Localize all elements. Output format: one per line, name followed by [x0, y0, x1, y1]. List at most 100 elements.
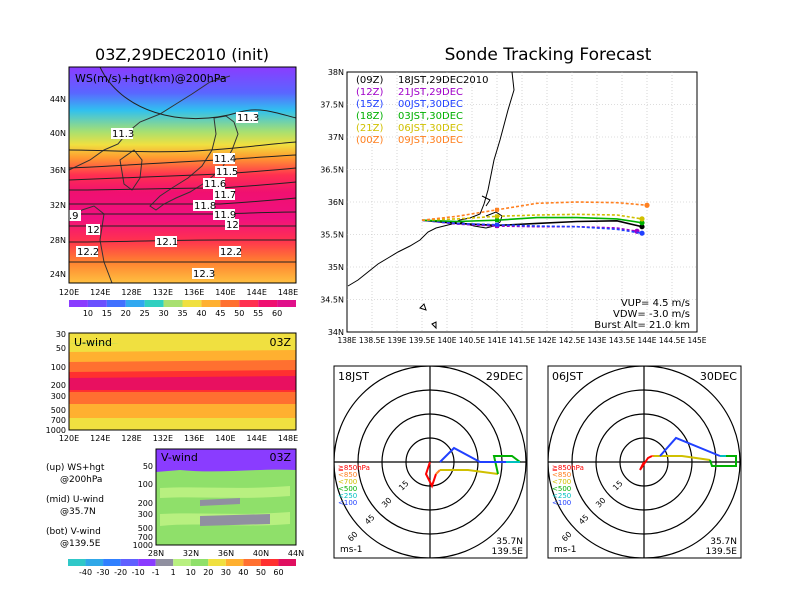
lat-tick-label: 32N	[183, 549, 199, 558]
wind-colorbar: -40 -30 -20 -10 -1 1 10 20 30 40 50 60	[68, 559, 296, 577]
uwind-frame	[68, 332, 297, 431]
contour-label: 11.7	[214, 190, 236, 201]
hodo-legend-label: <100	[552, 499, 571, 507]
ws-map-panel: 11.3 11.3 11.4 11.5 11.6 11.7 11.8 11.9 …	[50, 66, 298, 297]
pressure-tick-label: 50	[56, 344, 66, 353]
lat-tick-label: 35.5N	[320, 231, 344, 240]
hodo-legend-label: ≧850hPa	[338, 464, 370, 472]
colorbar-label: 20	[121, 309, 131, 318]
hodo-legend-label: <700	[338, 478, 357, 486]
legend-jst-label: 06JST,30DEC	[398, 123, 463, 134]
colorbar-label: 50	[234, 309, 244, 318]
hodo-legend-label: <500	[338, 485, 357, 493]
lat-tick-label: 36N	[328, 198, 344, 207]
map-lat-ticks: 44N 40N 36N 32N 28N 24N	[50, 95, 66, 279]
colorbar-label: 40	[196, 309, 206, 318]
colorbar-label: 30	[158, 309, 168, 318]
ws-map-label: WS(m/s)+hgt(km)@200hPa	[75, 72, 227, 85]
contour-label: 12.2	[77, 247, 99, 258]
lon-tick-label: 143.5E	[609, 336, 635, 345]
lon-tick-label: 138E	[337, 336, 356, 345]
pressure-tick-label: 30	[56, 330, 66, 339]
hodo-legend-label: <850	[338, 471, 357, 479]
contour-label: .9	[69, 211, 79, 222]
hodo-left-units: ms-1	[340, 545, 362, 555]
lon-tick-label: 144.5E	[659, 336, 685, 345]
colorbar-cell	[220, 300, 240, 307]
map-lon-ticks: 120E 124E 128E 132E 136E 140E 144E 148E	[59, 288, 298, 297]
colorbar-cell	[278, 559, 296, 566]
colorbar-cell	[277, 300, 296, 307]
lat-tick-label: 40N	[253, 549, 269, 558]
pressure-tick-label: 200	[138, 499, 153, 508]
colorbar-cell	[190, 559, 209, 566]
pressure-tick-label: 500	[138, 524, 153, 533]
note-up-line1: (up) WS+hgt	[46, 463, 105, 473]
right-title: Sonde Tracking Forecast	[445, 45, 652, 65]
lat-tick-label: 36N	[218, 549, 234, 558]
pressure-tick-label: 700	[51, 416, 66, 425]
contour-label: 12.3	[193, 269, 215, 280]
colorbar-label: 1	[171, 568, 176, 577]
lat-tick-label: 32N	[50, 201, 66, 210]
lon-tick-label: 124E	[90, 288, 110, 297]
colorbar-cell	[68, 559, 86, 566]
lon-tick-label: 140E	[215, 434, 235, 443]
colorbar-label: 15	[102, 309, 112, 318]
hodograph-left: 15 30 45 60 18JST 29DEC ms-1 35.7N 139.5…	[333, 365, 528, 559]
track-series-line	[421, 216, 643, 224]
hodo-right-lon: 139.5E	[706, 547, 738, 557]
lat-tick-label: 34.5N	[320, 296, 344, 305]
lon-tick-label: 148E	[278, 434, 298, 443]
contour-label: 11.8	[194, 201, 216, 212]
track-end-point	[639, 224, 645, 230]
contour-label: 11.5	[216, 167, 238, 178]
tracking-panel: 38N 37.5N 37N 36.5N 36N 35.5N 35N 34.5N 34N 138E…	[320, 68, 707, 345]
track-series-line	[421, 201, 648, 221]
lon-tick-label: 141.5E	[509, 336, 535, 345]
hodo-legend-label: ≧850hPa	[552, 464, 584, 472]
colorbar-cell	[138, 559, 156, 566]
colorbar-cell	[87, 300, 107, 307]
hodo-right-lat: 35.7N	[710, 537, 737, 547]
burst-text: Burst Alt= 21.0 km	[594, 320, 690, 331]
hodo-legend-label: <250	[338, 492, 357, 500]
colorbar-label: 30	[221, 568, 231, 577]
lon-tick-label: 140E	[215, 288, 235, 297]
hodo-right-date: 30DEC	[700, 370, 737, 383]
track-end-point	[644, 202, 650, 208]
lat-tick-label: 40N	[50, 129, 66, 138]
pressure-tick-label: 1000	[133, 541, 153, 550]
left-title: 03Z,29DEC2010 (init)	[95, 45, 269, 64]
hodo-legend-label: <500	[552, 485, 571, 493]
colorbar-cell	[85, 559, 104, 566]
note-bot-line2: @139.5E	[60, 539, 101, 549]
track-series-line	[421, 219, 643, 234]
colorbar-cell	[120, 559, 139, 566]
legend-notes: (up) WS+hgt @200hPa (mid) U-wind @35.7N …	[46, 463, 105, 549]
lat-tick-label: 35N	[328, 263, 344, 272]
legend-z-label: (00Z)	[356, 135, 383, 146]
hodo-left-time: 18JST	[338, 370, 369, 383]
colorbar-cell	[144, 300, 164, 307]
contour-label: 11.6	[204, 179, 226, 190]
lon-tick-label: 128E	[121, 288, 141, 297]
contour-label: 12.2	[220, 247, 242, 258]
lon-tick-label: 145E	[687, 336, 706, 345]
colorbar-label: -30	[97, 568, 110, 577]
contour-label-group: 11.3 11.3 11.4 11.5 11.6 11.7 11.8 11.9 …	[69, 112, 259, 280]
contour-label: 11.3	[237, 113, 259, 124]
colorbar-cell	[239, 300, 259, 307]
hodo-legend-label: <250	[552, 492, 571, 500]
vwind-frame	[155, 448, 297, 546]
lon-tick-label: 140E	[437, 336, 456, 345]
lon-tick-label: 140.5E	[459, 336, 485, 345]
lon-tick-label: 136E	[184, 434, 204, 443]
colorbar-cell	[258, 300, 278, 307]
hodo-legend-label: <850	[552, 471, 571, 479]
hodo-left-lat: 35.7N	[496, 537, 523, 547]
colorbar-cell	[225, 559, 244, 566]
colorbar-label: 20	[203, 568, 213, 577]
